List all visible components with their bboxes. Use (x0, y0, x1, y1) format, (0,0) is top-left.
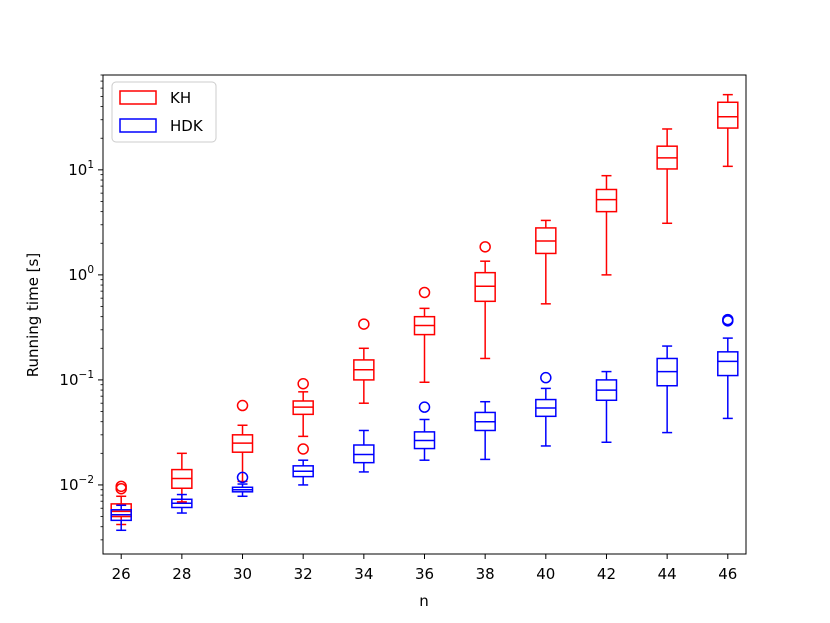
x-axis-label: n (419, 592, 429, 610)
series-hdk (110, 313, 739, 532)
box-kh-36 (413, 286, 436, 383)
x-tick-label: 40 (536, 565, 555, 583)
legend-frame (111, 81, 217, 143)
outlier-point (722, 313, 734, 326)
box-kh-40 (535, 219, 557, 305)
legend-swatch-hdk (119, 118, 157, 133)
box-kh-28 (171, 452, 193, 503)
box-kh-44 (656, 128, 678, 225)
box-hdk-36 (413, 401, 436, 461)
x-tick-label: 42 (597, 565, 616, 583)
box-kh-30 (231, 399, 254, 483)
box-hdk-30 (231, 471, 254, 498)
legend: KH HDK (111, 81, 217, 143)
outlier-point (297, 443, 309, 455)
box-kh-26 (110, 480, 132, 526)
outlier-point (115, 480, 127, 493)
box-hdk-44 (656, 345, 678, 434)
outlier-point (540, 371, 552, 384)
x-tick-label: 46 (718, 565, 737, 583)
x-tick-label: 36 (415, 565, 434, 583)
box-kh-46 (717, 93, 739, 168)
outlier-point (297, 377, 309, 390)
outlier-point (236, 471, 249, 484)
x-tick-label: 26 (112, 565, 131, 583)
box-hdk-38 (474, 400, 496, 461)
boxes-layer (110, 93, 739, 532)
box-hdk-26 (110, 504, 132, 532)
box-hdk-46 (717, 313, 739, 420)
box-iqr (717, 351, 739, 377)
box-kh-32 (292, 377, 314, 455)
y-tick-label: 10−1 (59, 369, 94, 389)
box-iqr (717, 101, 739, 129)
x-tick-label: 44 (658, 565, 677, 583)
legend-swatch-kh (119, 90, 157, 105)
outlier-point (358, 318, 370, 330)
x-tick-label: 30 (233, 565, 252, 583)
x-tick-label: 34 (354, 565, 373, 583)
legend-label-kh: KH (170, 89, 191, 107)
box-hdk-34 (353, 429, 375, 473)
x-tick-label: 32 (294, 565, 313, 583)
series-kh (110, 93, 739, 526)
box-hdk-40 (535, 371, 557, 447)
outlier-point (418, 401, 431, 413)
outlier-point (236, 399, 249, 412)
x-tick-label: 38 (476, 565, 495, 583)
y-axis-label: Running time [s] (24, 253, 42, 377)
y-tick-label: 101 (68, 159, 94, 179)
box-kh-42 (595, 174, 618, 276)
box-hdk-28 (171, 493, 193, 514)
y-tick-label: 100 (68, 264, 94, 284)
box-iqr (474, 271, 496, 303)
legend-label-hdk: HDK (170, 117, 204, 135)
y-tick-label: 10−2 (59, 474, 94, 494)
box-hdk-42 (595, 370, 618, 443)
axes-layer: 26 28 30 32 34 36 38 40 42 44 46 10−2 10−1 100 101 (59, 74, 747, 583)
box-kh-34 (353, 318, 375, 404)
x-tick-label: 28 (172, 565, 191, 583)
box-hdk-32 (292, 459, 314, 486)
outlier-point (479, 241, 491, 253)
box-kh-38 (474, 241, 496, 360)
outlier-point (418, 286, 431, 299)
box-iqr (595, 188, 618, 213)
